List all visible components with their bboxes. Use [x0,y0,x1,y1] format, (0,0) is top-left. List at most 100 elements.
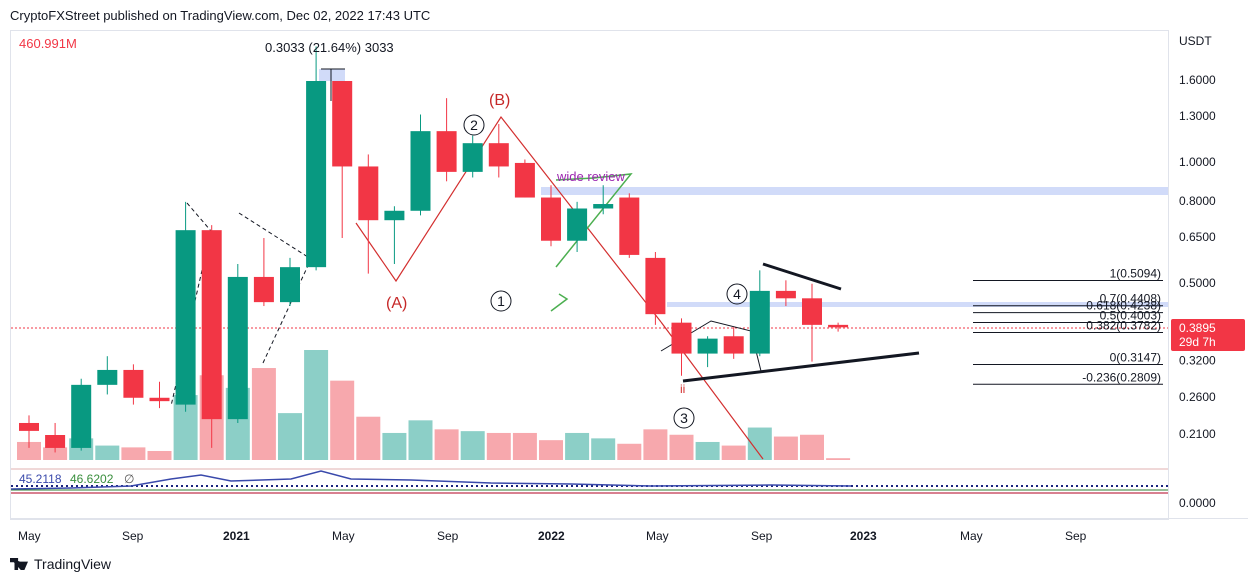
chart-canvas[interactable]: 1(0.5094) 0.7(0.4408)0.618(0.4238)0.5(0.4… [10,31,1169,519]
wave-2-label-circle [463,114,485,136]
fib-label: 0.7(0.4408) [1100,292,1161,306]
y-tick-label: 0.2600 [1179,390,1216,404]
candle-body [775,290,796,299]
measure-zone [319,69,345,81]
footer-brand: TradingView [34,556,112,572]
wave-3-label-circle [673,407,695,429]
measure-label: 0.3033 (21.64%) 3033 [265,40,394,55]
volume-bar [330,380,355,460]
volume-bar [43,447,68,460]
rsi-line [10,470,852,490]
volume-bar [643,429,668,460]
y-tick-label: 0.3200 [1179,354,1216,368]
last-price-countdown: 29d 7h [1179,335,1216,349]
candle-body [45,435,66,448]
x-tick-label: May [18,529,41,543]
volume-bar [773,436,798,460]
volume-bar [695,441,720,460]
x-tick-label: 2023 [850,529,877,543]
candle-body [671,322,692,354]
x-tick-label: Sep [751,529,773,543]
candle-body [410,131,431,211]
x-tick-label: May [332,529,355,543]
volume-bar [382,432,407,460]
x-tick-label: May [646,529,669,543]
fib-label: 1(0.5094) [1110,267,1161,281]
volume-bar [460,431,485,460]
last-price-badge [1171,319,1245,351]
y-tick-label: 1.6000 [1179,73,1216,87]
indicator-value-1: 45.2118 [19,472,62,486]
resistance-zone [541,187,1169,195]
x-tick-label: 2022 [538,529,565,543]
x-tick-label: 2021 [223,529,250,543]
volume-bar [669,434,694,460]
candle-body [97,369,118,385]
volume-bar [800,434,824,460]
candle-body [253,276,274,303]
volume-bar [486,432,511,460]
volume-bar [721,445,746,460]
last-price-value: 0.3895 [1179,321,1216,335]
candle-body [462,143,483,172]
candle-body [802,298,822,325]
fib-label: 0.618(0.4238) [1086,299,1161,313]
candle-body [541,197,561,241]
tradingview-logo-icon [10,558,28,570]
candle-body [619,197,640,255]
support-zone [667,302,1169,307]
volume-bar [434,429,459,460]
volume-bar [617,443,642,460]
candle-body [567,208,588,241]
wave-4-label: 4 [733,286,741,302]
wave-B-label: (B) [489,92,510,109]
candle-body [71,384,92,448]
wave-1-label-circle [490,290,512,312]
volume-bar [356,416,381,460]
indicator-extra: ∅ [124,472,134,486]
chart-pane[interactable]: 1(0.5094) 0.7(0.4408) 0.618(0.4238) 0.5(0.4… [10,30,1169,520]
candle-body [384,210,405,221]
volume-bar [304,350,329,460]
triangle-lower [682,351,920,383]
candle-body [828,324,849,328]
wave-2-label: 2 [470,117,478,133]
wave-ii-label: ii [680,382,685,396]
y-tick-label: 1.3000 [1179,109,1216,123]
y-tick-label: 0.0000 [1179,496,1216,510]
green-arrow [550,293,569,312]
fib-label: 0.382(0.3782) [1086,318,1161,332]
publisher-header: CryptoFXStreet published on TradingView.… [10,8,431,23]
volume-bar [591,438,616,460]
price-scale[interactable]: USDT 1.6000 1.3000 1.0000 0.8000 0.6500 0.500… [1168,30,1249,518]
wave-line-green [555,173,633,268]
y-tick-label: 0.2100 [1179,427,1216,441]
dashed-line-2 [238,212,312,364]
candle-body [645,257,666,315]
x-tick-label: Sep [1065,529,1087,543]
wave-1-label: 1 [497,293,505,309]
candle-body [749,290,770,354]
candle-body [19,422,39,431]
volume-label: 460.991M [19,36,77,51]
candle-body [358,166,379,221]
volume-bar [512,432,537,460]
y-tick-label: 0.8000 [1179,194,1216,208]
candle-body [123,369,144,398]
footer: TradingView [10,556,111,572]
time-scale[interactable]: May Sep 2021 May Sep 2022 May Sep 2023 May Sep [10,518,1248,549]
volume-bar [17,441,41,460]
fib-label: -0.236(0.2809) [1082,370,1161,384]
candle-body [201,230,222,420]
fib-label: 0(0.3147) [1110,350,1161,364]
y-tick-label: 0.6500 [1179,230,1216,244]
candle-body [280,267,300,303]
wave-3-label: 3 [680,410,688,426]
y-tick-label: 1.0000 [1179,155,1216,169]
candle-body [436,131,457,172]
x-tick-label: Sep [122,529,144,543]
candle-body [332,81,353,167]
volume-bar [95,445,120,460]
candle-body [175,230,196,405]
candle-body [593,204,614,209]
